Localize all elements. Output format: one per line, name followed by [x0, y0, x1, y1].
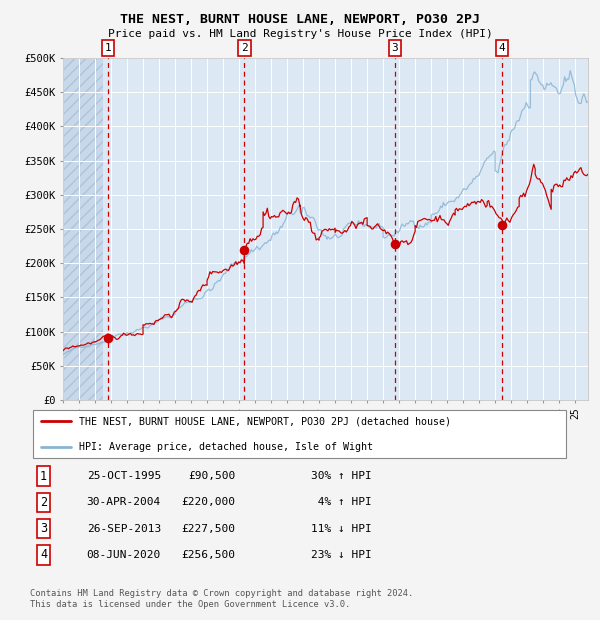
Text: £220,000: £220,000 — [181, 497, 235, 507]
Text: £227,500: £227,500 — [181, 524, 235, 534]
Text: 2: 2 — [40, 496, 47, 509]
Text: THE NEST, BURNT HOUSE LANE, NEWPORT, PO30 2PJ: THE NEST, BURNT HOUSE LANE, NEWPORT, PO3… — [120, 14, 480, 26]
Text: HPI: Average price, detached house, Isle of Wight: HPI: Average price, detached house, Isle… — [79, 442, 373, 452]
Point — [239, 244, 249, 254]
Text: 26-SEP-2013: 26-SEP-2013 — [86, 524, 161, 534]
Text: 3: 3 — [40, 522, 47, 535]
Text: 4: 4 — [40, 548, 47, 561]
Text: THE NEST, BURNT HOUSE LANE, NEWPORT, PO30 2PJ (detached house): THE NEST, BURNT HOUSE LANE, NEWPORT, PO3… — [79, 416, 451, 426]
Text: 4: 4 — [499, 43, 506, 53]
FancyBboxPatch shape — [33, 410, 566, 458]
Text: 30% ↑ HPI: 30% ↑ HPI — [311, 471, 371, 481]
Text: 1: 1 — [105, 43, 112, 53]
Point — [497, 219, 507, 229]
Text: Price paid vs. HM Land Registry's House Price Index (HPI): Price paid vs. HM Land Registry's House … — [107, 29, 493, 39]
Text: 1: 1 — [40, 469, 47, 482]
Text: 11% ↓ HPI: 11% ↓ HPI — [311, 524, 371, 534]
Bar — [63, 58, 103, 400]
Point — [390, 239, 400, 249]
Text: 23% ↓ HPI: 23% ↓ HPI — [311, 550, 371, 560]
Text: £90,500: £90,500 — [188, 471, 235, 481]
Text: 30-APR-2004: 30-APR-2004 — [86, 497, 161, 507]
Text: £256,500: £256,500 — [181, 550, 235, 560]
Text: 25-OCT-1995: 25-OCT-1995 — [86, 471, 161, 481]
Text: 4% ↑ HPI: 4% ↑ HPI — [311, 497, 371, 507]
Text: 2: 2 — [241, 43, 248, 53]
Point — [103, 333, 113, 343]
Text: Contains HM Land Registry data © Crown copyright and database right 2024.
This d: Contains HM Land Registry data © Crown c… — [30, 590, 413, 609]
Text: 08-JUN-2020: 08-JUN-2020 — [86, 550, 161, 560]
Text: 3: 3 — [392, 43, 398, 53]
